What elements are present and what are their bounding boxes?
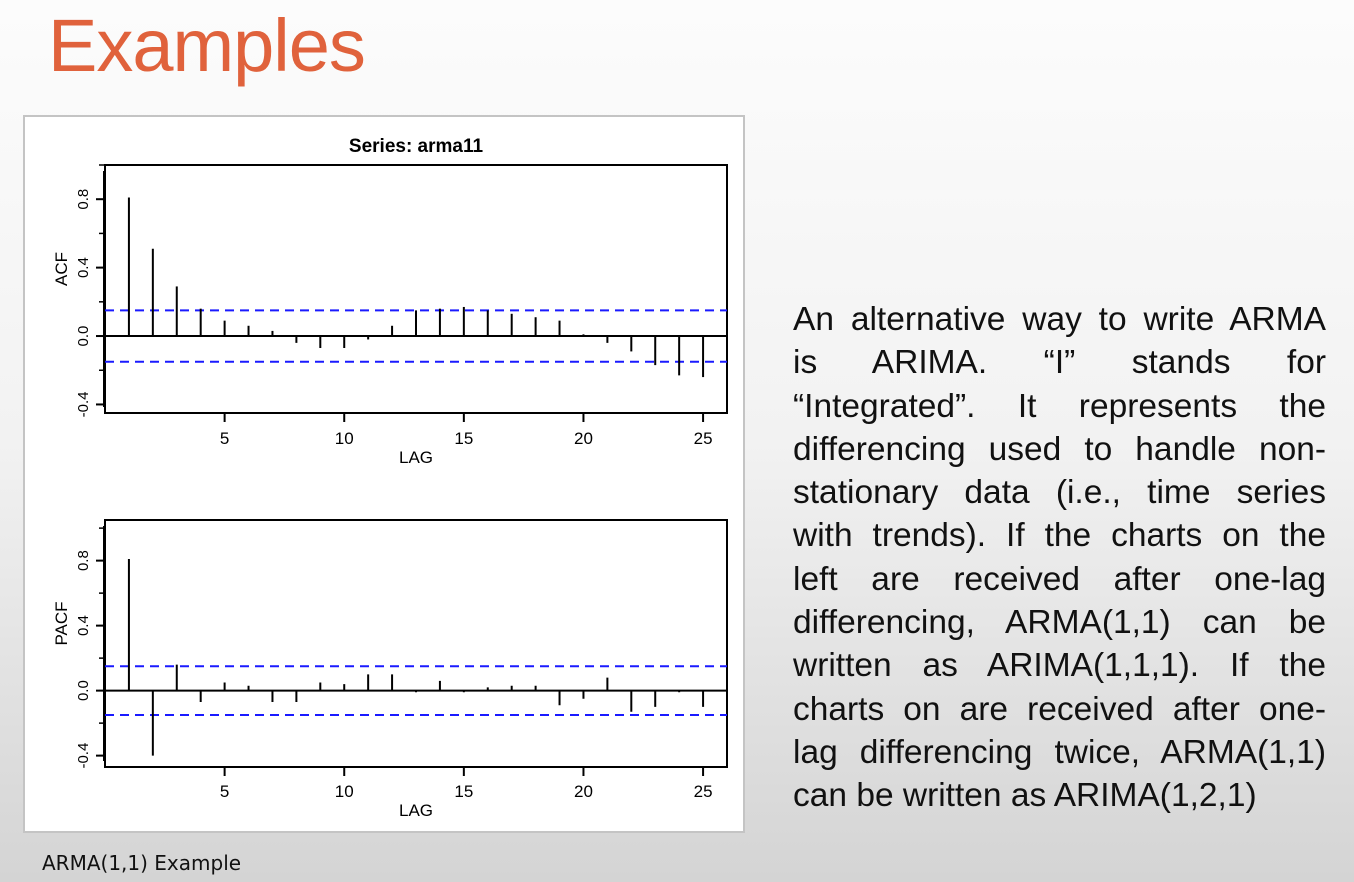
- body-line: can be written as ARIMA(1,2,1): [793, 777, 1257, 815]
- pacf-xtick-label: 15: [454, 782, 473, 801]
- pacf-ylabel: PACF: [52, 601, 71, 645]
- acf-ytick-label: -0.4: [75, 392, 92, 418]
- acf-ytick-label: 0.0: [75, 326, 92, 347]
- pacf-xlabel: LAG: [399, 801, 433, 820]
- body-line: lag differencing twice, ARMA(1,1): [793, 733, 1326, 771]
- acf-xtick-label: 25: [694, 429, 713, 448]
- body-line: differencing, ARMA(1,1) can be: [793, 604, 1326, 642]
- pacf-xtick-label: 25: [694, 782, 713, 801]
- body-line: “Integrated”. It represents the: [793, 387, 1326, 425]
- body-line: An alternative way to write ARMA: [793, 301, 1326, 338]
- slide-title: Examples: [48, 4, 366, 87]
- acf-ytick-label: 0.4: [75, 257, 92, 278]
- pacf-xtick-label: 10: [335, 782, 354, 801]
- pacf-ytick-label: 0.0: [75, 680, 92, 701]
- body-line: stationary data (i.e., time series: [793, 474, 1326, 512]
- acf-plot-box: [104, 164, 728, 414]
- acf-xtick-label: 15: [454, 429, 473, 448]
- pacf-ytick-label: 0.4: [75, 615, 92, 636]
- pacf-ytick-label: -0.4: [75, 743, 92, 769]
- pacf-ytick-label: 0.8: [75, 550, 92, 571]
- pacf-xtick-label: 5: [220, 782, 229, 801]
- body-line: left are received after one-lag: [793, 560, 1326, 598]
- pacf-xtick-label: 20: [574, 782, 593, 801]
- acf-title: Series: arma11: [349, 136, 484, 157]
- acf-xtick-label: 20: [574, 429, 593, 448]
- figure-caption: ARMA(1,1) Example: [42, 851, 242, 875]
- explanation-text: An alternative way to write ARMA is ARIMA…: [793, 298, 1326, 818]
- acf-pacf-plots: Series: arma11 5 10 15 20 25 LAG -0.4 0.0 0.4 0.8 A…: [52, 136, 728, 820]
- body-line: with trends). If the charts on the: [793, 517, 1326, 555]
- figure-panel: Series: arma11 5 10 15 20 25 LAG -0.4 0.0 0.4 0.8 A…: [23, 115, 745, 833]
- acf-ytick-label: 0.8: [75, 189, 92, 210]
- acf-ylabel: ACF: [52, 252, 71, 286]
- body-line: is ARIMA. “I” stands for: [793, 344, 1326, 382]
- body-line: written as ARIMA(1,1,1). If the: [793, 647, 1326, 685]
- acf-xlabel: LAG: [399, 448, 433, 467]
- body-line: differencing used to handle non-: [793, 430, 1326, 468]
- pacf-plot-box: [104, 519, 728, 768]
- acf-xtick-label: 10: [335, 429, 354, 448]
- body-line: charts on are received after one-: [793, 690, 1326, 728]
- acf-xtick-label: 5: [220, 429, 229, 448]
